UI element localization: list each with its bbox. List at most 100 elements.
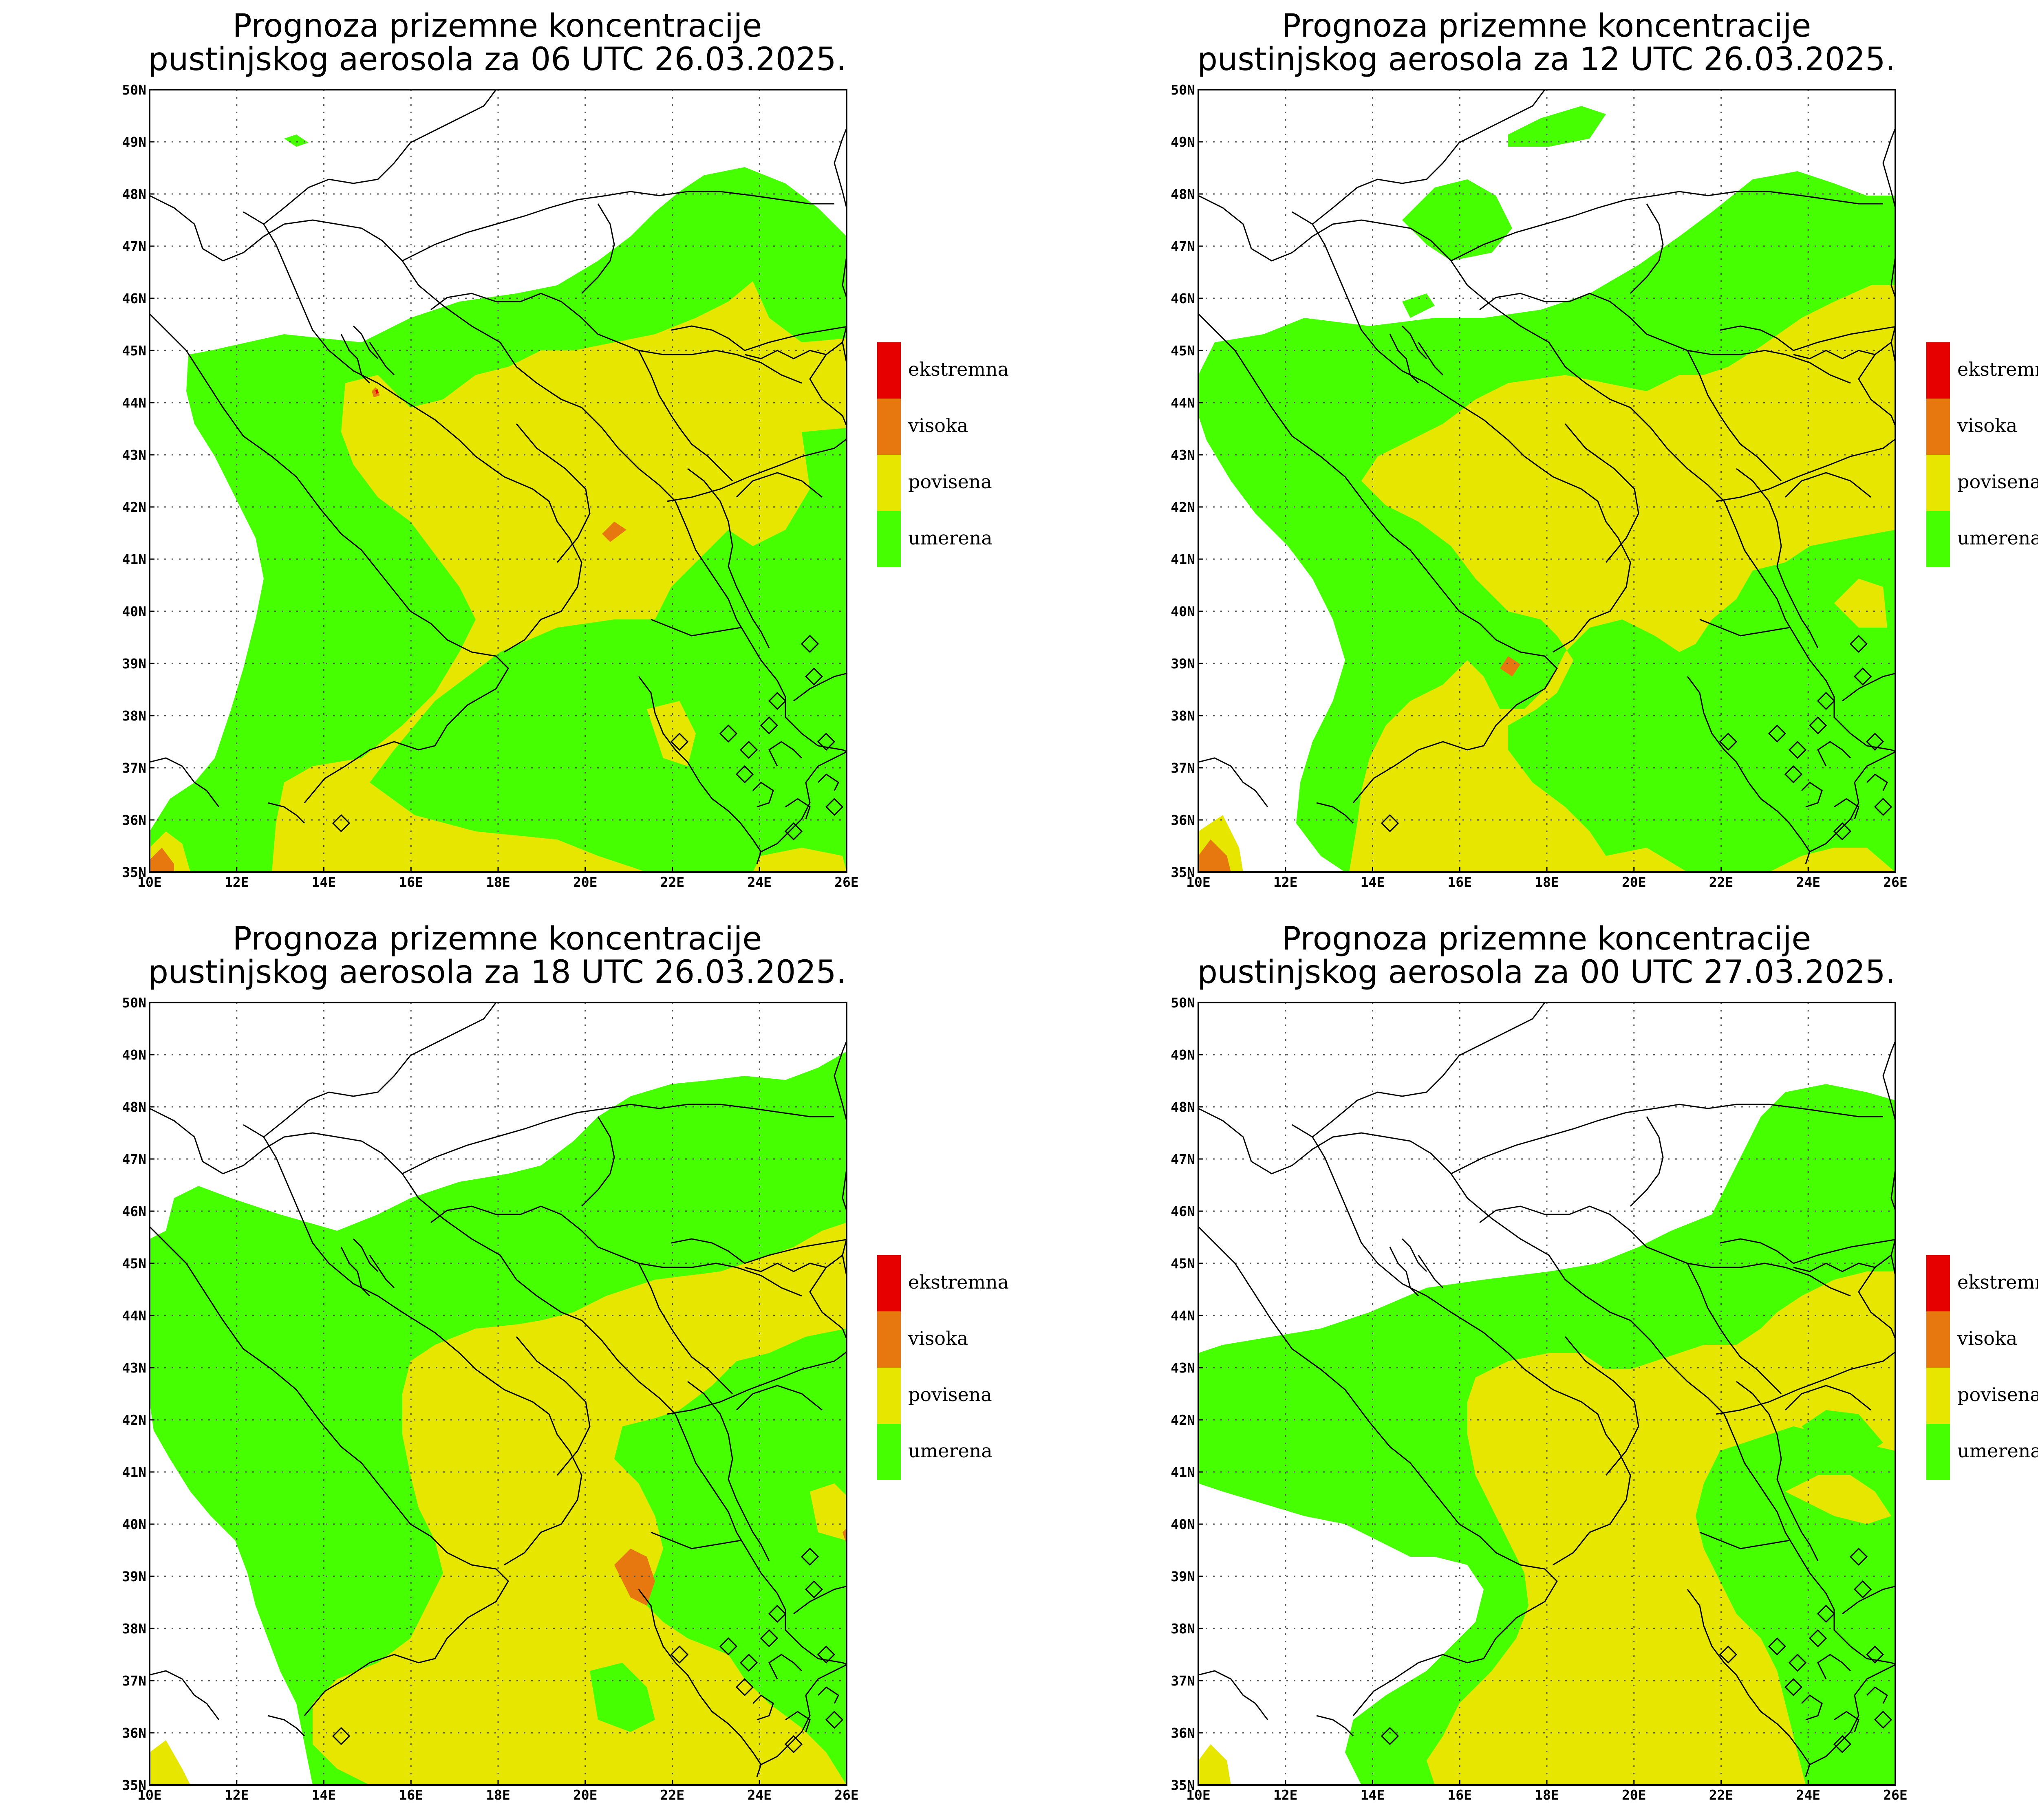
legend-4-swatch-umerena xyxy=(1926,1424,1950,1480)
panel-2-lat-tick: 42N xyxy=(1171,499,1195,515)
legend-3-swatch-visoka xyxy=(877,1311,901,1368)
legend-1-label-umerena: umerena xyxy=(908,527,993,549)
legend-4-swatch-visoka xyxy=(1926,1311,1950,1368)
panel-4-lon-tick: 18E xyxy=(1535,1787,1559,1803)
panel-2-lat-tick: 43N xyxy=(1171,447,1195,463)
panel-1-lon-tick: 10E xyxy=(137,874,162,890)
panel-4-lat-tick: 46N xyxy=(1171,1203,1195,1219)
panel-4-lon-tick: 24E xyxy=(1796,1787,1820,1803)
legend-2-swatch-ekstremna xyxy=(1926,342,1950,399)
panel-1-lon-tick: 22E xyxy=(660,874,685,890)
panel-2-lat-tick: 37N xyxy=(1171,760,1195,776)
panel-3-lat-tick: 47N xyxy=(122,1151,146,1167)
panel-1-lat-tick: 45N xyxy=(122,343,146,359)
panel-2-lat-tick: 35N xyxy=(1171,864,1195,880)
panel-4-lat-tick: 39N xyxy=(1171,1569,1195,1584)
panel-1-lon-tick: 18E xyxy=(486,874,510,890)
panel-4-lat-tick: 42N xyxy=(1171,1412,1195,1428)
panel-2-lon-tick: 24E xyxy=(1796,874,1820,890)
panel-1-lat-tick: 50N xyxy=(122,82,146,98)
legend-3-swatch-ekstremna xyxy=(877,1255,901,1311)
panel-3-lon-tick: 24E xyxy=(747,1787,772,1803)
panel-1-lon-tick: 24E xyxy=(747,874,772,890)
panel-1-lat-tick: 47N xyxy=(122,238,146,254)
panel-1-lon-tick: 20E xyxy=(573,874,598,890)
panel-2-map xyxy=(1198,89,1896,873)
panel-1-lat-tick: 49N xyxy=(122,134,146,150)
panel-1-lat-tick: 46N xyxy=(122,291,146,306)
panel-4-title-line1: Prognoza prizemne koncentracije xyxy=(1282,921,1811,957)
panel-1-lat-tick: 41N xyxy=(122,551,146,567)
panel-1-lon-tick: 12E xyxy=(225,874,249,890)
panel-4-lat-tick: 48N xyxy=(1171,1099,1195,1115)
panel-3-lon-tick: 16E xyxy=(399,1787,423,1803)
panel-1-lat-tick: 35N xyxy=(122,864,146,880)
panel-2-lon-tick: 12E xyxy=(1273,874,1298,890)
panel-2-lat-tick: 45N xyxy=(1171,343,1195,359)
panel-4-lat-tick: 36N xyxy=(1171,1725,1195,1741)
panel-3-lat-tick: 35N xyxy=(122,1777,146,1793)
panel-4-map xyxy=(1198,1002,1896,1786)
panel-2-lat-tick: 47N xyxy=(1171,238,1195,254)
panel-1-title-line2: pustinjskog aerosola za 06 UTC 26.03.202… xyxy=(148,41,847,78)
panel-3-lat-tick: 42N xyxy=(122,1412,146,1428)
panel-2-title-line2: pustinjskog aerosola za 12 UTC 26.03.202… xyxy=(1198,41,1896,78)
panel-3-title-line1: Prognoza prizemne koncentracije xyxy=(233,921,762,957)
panel-1-lon-tick: 16E xyxy=(399,874,423,890)
panel-4-lon-tick: 22E xyxy=(1709,1787,1734,1803)
legend-4-label-visoka: visoka xyxy=(1957,1327,2017,1349)
panel-4-lat-tick: 44N xyxy=(1171,1308,1195,1324)
legend-2-swatch-umerena xyxy=(1926,511,1950,567)
panel-3-lon-tick: 10E xyxy=(137,1787,162,1803)
panel-3-lat-tick: 45N xyxy=(122,1256,146,1271)
legend-1-label-povisena: povisena xyxy=(908,471,992,493)
panel-4: Prognoza prizemne koncentracije pustinjs… xyxy=(1198,921,1896,1786)
panel-2-lat-tick: 38N xyxy=(1171,708,1195,724)
panel-4-lat-tick: 50N xyxy=(1171,995,1195,1011)
panel-3-lat-tick: 49N xyxy=(122,1047,146,1063)
panel-3-lon-tick: 12E xyxy=(225,1787,249,1803)
legend-4-swatch-ekstremna xyxy=(1926,1255,1950,1311)
panel-1-lat-tick: 40N xyxy=(122,604,146,619)
panel-4-lat-tick: 45N xyxy=(1171,1256,1195,1271)
panel-2-lat-tick: 46N xyxy=(1171,291,1195,306)
legend-1-swatch-ekstremna xyxy=(877,342,901,399)
legend-4-label-umerena: umerena xyxy=(1957,1440,2038,1462)
legend-1-swatch-umerena xyxy=(877,511,901,567)
panel-4-lat-tick: 35N xyxy=(1171,1777,1195,1793)
legend-2-label-visoka: visoka xyxy=(1957,414,2017,436)
panel-2-lon-tick: 16E xyxy=(1447,874,1472,890)
panel-2: Prognoza prizemne koncentracije pustinjs… xyxy=(1198,8,1896,873)
legend-2-swatch-povisena xyxy=(1926,455,1950,511)
legend-2-label-umerena: umerena xyxy=(1957,527,2038,549)
panel-4-lat-tick: 49N xyxy=(1171,1047,1195,1063)
panel-3: Prognoza prizemne koncentracije pustinjs… xyxy=(148,921,847,1786)
panel-3-lat-tick: 50N xyxy=(122,995,146,1011)
legend-4-swatch-povisena xyxy=(1926,1368,1950,1424)
panel-1-title-line1: Prognoza prizemne koncentracije xyxy=(233,8,762,44)
panel-2-lon-tick: 18E xyxy=(1535,874,1559,890)
panel-1-lat-tick: 39N xyxy=(122,656,146,672)
panel-4-lon-tick: 20E xyxy=(1622,1787,1646,1803)
legend-2-label-ekstremna: ekstremna xyxy=(1957,358,2038,380)
panel-1-lon-tick: 26E xyxy=(834,874,859,890)
panel-2-lon-tick: 22E xyxy=(1709,874,1734,890)
panel-1-lat-tick: 38N xyxy=(122,708,146,724)
legend-3-label-umerena: umerena xyxy=(908,1440,993,1462)
panel-2-lat-tick: 36N xyxy=(1171,812,1195,828)
panel-3-lat-tick: 44N xyxy=(122,1308,146,1324)
panel-3-lon-tick: 14E xyxy=(312,1787,336,1803)
legend-4-label-povisena: povisena xyxy=(1957,1384,2038,1406)
panel-2-lat-tick: 49N xyxy=(1171,134,1195,150)
panel-3-lat-tick: 37N xyxy=(122,1673,146,1689)
panel-3-lon-tick: 18E xyxy=(486,1787,510,1803)
panel-4-lat-tick: 43N xyxy=(1171,1360,1195,1376)
legend-3-swatch-umerena xyxy=(877,1424,901,1480)
panel-1-lat-tick: 43N xyxy=(122,447,146,463)
legend-3-label-ekstremna: ekstremna xyxy=(908,1271,1009,1293)
panel-1: Prognoza prizemne koncentracije pustinjs… xyxy=(148,8,847,873)
panel-1-lat-tick: 48N xyxy=(122,186,146,202)
panel-4-lon-tick: 12E xyxy=(1273,1787,1298,1803)
legends: ekstremna visoka povisena umerena ekstremna v… xyxy=(877,342,2038,1480)
panel-2-lat-tick: 39N xyxy=(1171,656,1195,672)
